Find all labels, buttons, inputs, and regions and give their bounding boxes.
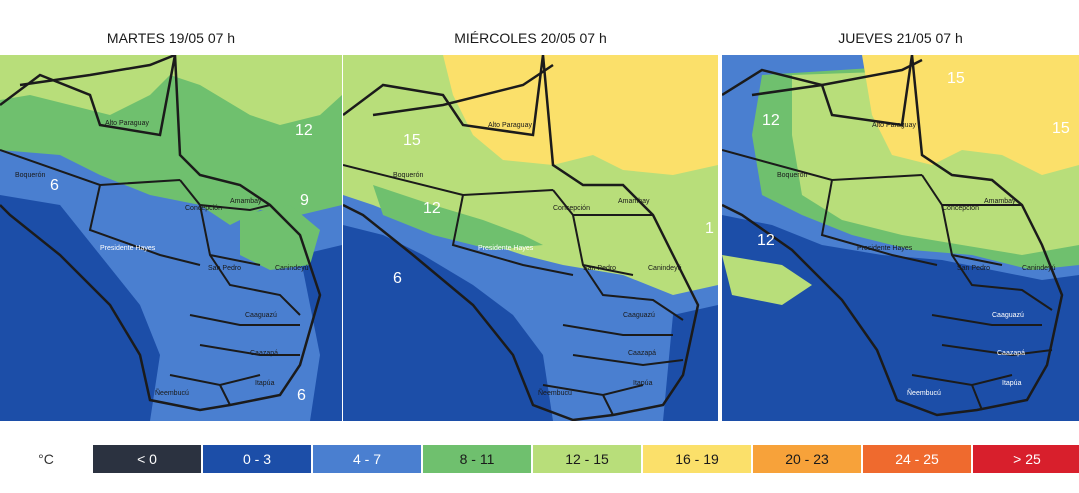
label-hayes-2: Presidente Hayes xyxy=(478,245,534,252)
map-panel-1: Alto Paraguay Boquerón Amambay Concepció… xyxy=(0,55,342,421)
contour-label-3b: 15 xyxy=(1052,120,1070,137)
label-caazapa-2: Caazapá xyxy=(628,350,656,357)
contour-label-2d: 1 xyxy=(705,220,714,237)
legend-unit: °C xyxy=(38,451,54,467)
label-boqueron-3: Boquerón xyxy=(777,172,807,179)
label-caaguazu-3: Caaguazú xyxy=(992,312,1024,319)
label-sanpedro-2: San Pedro xyxy=(583,265,616,272)
label-neembucu-1: Ñeembucú xyxy=(155,388,189,397)
label-amambay-1: Amambay xyxy=(230,198,262,205)
contour-label-3a: 15 xyxy=(947,70,965,87)
contour-label-1d: 6 xyxy=(297,387,306,404)
contour-label-2b: 12 xyxy=(423,200,441,217)
label-hayes-1: Presidente Hayes xyxy=(100,245,156,252)
contour-label-2a: 15 xyxy=(403,132,421,149)
label-neembucu-3: Ñeembucú xyxy=(907,388,941,397)
label-alto-paraguay-1: Alto Paraguay xyxy=(105,120,149,127)
label-neembucu-2: Ñeembucú xyxy=(538,388,572,397)
label-itapua-1: Itapúa xyxy=(255,380,275,387)
panel-1-title: MARTES 19/05 07 h xyxy=(106,30,236,46)
map-panel-3: Alto Paraguay Boquerón Amambay Concepció… xyxy=(722,55,1079,421)
label-amambay-2: Amambay xyxy=(618,198,650,205)
label-concepcion-3: Concepción xyxy=(942,205,979,212)
label-itapua-2: Itapúa xyxy=(633,380,653,387)
legend-swatch-4: 12 - 15 xyxy=(533,445,641,473)
label-itapua-3: Itapúa xyxy=(1002,380,1022,387)
label-sanpedro-1: San Pedro xyxy=(208,265,241,272)
legend-swatch-6: 20 - 23 xyxy=(753,445,861,473)
label-boqueron-1: Boquerón xyxy=(15,172,45,179)
contour-label-1c: 9 xyxy=(300,192,309,209)
label-caaguazu-2: Caaguazú xyxy=(623,312,655,319)
legend-swatch-8: > 25 xyxy=(973,445,1079,473)
contour-label-2c: 6 xyxy=(393,270,402,287)
contour-label-1b: 6 xyxy=(50,177,59,194)
panel-2-title: MIÉRCOLES 20/05 07 h xyxy=(454,30,607,46)
label-concepcion-2: Concepción xyxy=(553,205,590,212)
label-concepcion-1: Concepción xyxy=(185,205,222,212)
label-caazapa-3: Caazapá xyxy=(997,350,1025,357)
label-canindeyu-1: Canindeyú xyxy=(275,265,309,272)
legend-swatch-7: 24 - 25 xyxy=(863,445,971,473)
label-boqueron-2: Boquerón xyxy=(393,172,423,179)
contour-label-3d: 12 xyxy=(757,232,775,249)
panel-3-title: JUEVES 21/05 07 h xyxy=(838,30,963,46)
label-canindeyu-3: Canindeyú xyxy=(1022,265,1056,272)
legend-swatch-5: 16 - 19 xyxy=(643,445,751,473)
map-panel-2: Alto Paraguay Boquerón Amambay Concepció… xyxy=(343,55,718,421)
label-caaguazu-1: Caaguazú xyxy=(245,312,277,319)
label-hayes-3: Presidente Hayes xyxy=(857,245,913,252)
label-alto-paraguay-3: Alto Paraguay xyxy=(872,122,916,129)
label-caazapa-1: Caazapá xyxy=(250,350,278,357)
contour-label-3c: 12 xyxy=(762,112,780,129)
legend-swatch-1: 0 - 3 xyxy=(203,445,311,473)
label-alto-paraguay-2: Alto Paraguay xyxy=(488,122,532,129)
label-canindeyu-2: Canindeyú xyxy=(648,265,682,272)
legend-swatch-3: 8 - 11 xyxy=(423,445,531,473)
label-amambay-3: Amambay xyxy=(984,198,1016,205)
legend-swatch-2: 4 - 7 xyxy=(313,445,421,473)
label-sanpedro-3: San Pedro xyxy=(957,265,990,272)
legend-swatch-0: < 0 xyxy=(93,445,201,473)
contour-label-1a: 12 xyxy=(295,122,313,139)
